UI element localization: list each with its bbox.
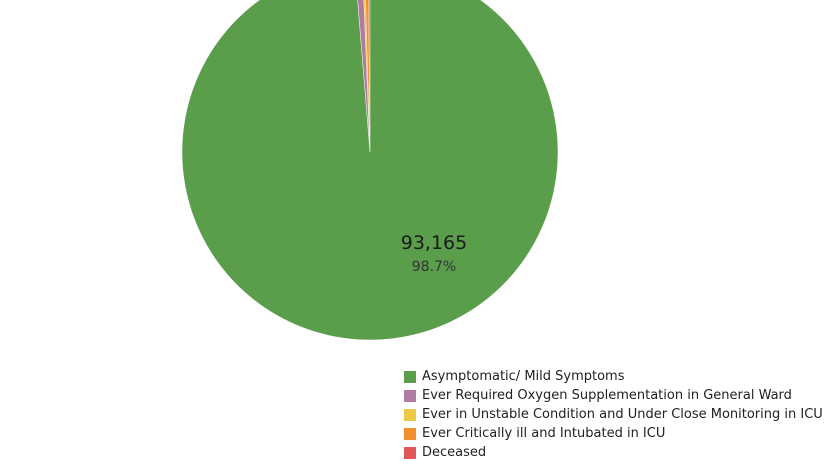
legend-item-oxygen-general-ward[interactable]: Ever Required Oxygen Supplementation in … xyxy=(404,386,823,405)
legend-swatch xyxy=(404,427,416,440)
legend-swatch xyxy=(404,408,416,421)
legend-label: Ever Required Oxygen Supplementation in … xyxy=(422,388,792,403)
legend-swatch xyxy=(404,389,416,402)
pie-slices xyxy=(181,0,559,341)
legend-label: Ever Critically ill and Intubated in ICU xyxy=(422,426,666,441)
pie-slice-asymptomatic-mild-symptoms[interactable] xyxy=(181,0,559,341)
legend-item-asymptomatic[interactable]: Asymptomatic/ Mild Symptoms xyxy=(404,367,823,386)
legend-label: Ever in Unstable Condition and Under Clo… xyxy=(422,407,823,422)
slice-value-label: 93,165 xyxy=(401,232,467,254)
pie-slice-deceased[interactable] xyxy=(368,0,371,153)
legend-label: Deceased xyxy=(422,445,487,460)
legend-item-unstable-icu[interactable]: Ever in Unstable Condition and Under Clo… xyxy=(404,405,823,424)
legend: Asymptomatic/ Mild Symptoms Ever Require… xyxy=(404,367,823,462)
legend-item-deceased[interactable]: Deceased xyxy=(404,443,823,462)
slice-percent-label: 98.7% xyxy=(412,259,456,275)
legend-item-intubated-icu[interactable]: Ever Critically ill and Intubated in ICU xyxy=(404,424,823,443)
legend-swatch xyxy=(404,370,416,383)
legend-label: Asymptomatic/ Mild Symptoms xyxy=(422,369,625,384)
legend-swatch xyxy=(404,446,416,459)
